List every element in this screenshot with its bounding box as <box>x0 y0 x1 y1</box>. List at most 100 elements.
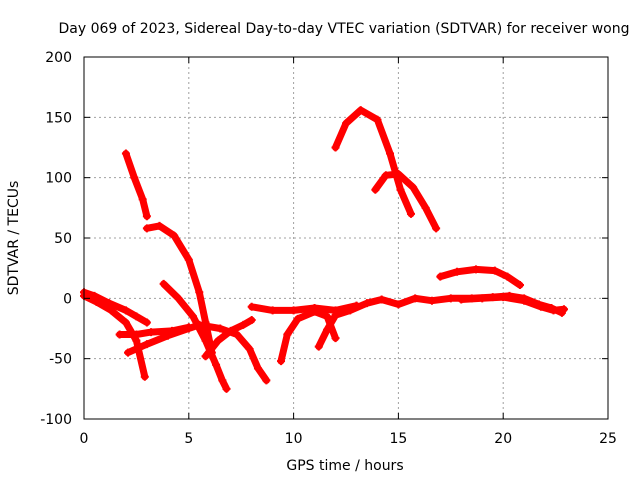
data-point <box>107 306 116 315</box>
data-point <box>394 300 403 309</box>
data-point <box>453 267 462 276</box>
data-point <box>233 330 242 339</box>
data-point <box>342 119 350 128</box>
tick-labels: 0 5 10 15 20 25 -100 -50 0 50 100 150 200 <box>40 50 617 447</box>
data-point <box>147 328 156 337</box>
data-point <box>130 173 139 182</box>
data-point <box>406 209 415 218</box>
data-point <box>471 265 480 274</box>
data-point <box>346 306 355 315</box>
data-point <box>457 295 466 304</box>
series-line <box>277 308 339 365</box>
data-point <box>124 348 133 357</box>
data-point <box>142 212 151 221</box>
data-point <box>159 279 168 288</box>
data-point <box>132 312 141 321</box>
data-point <box>490 266 499 275</box>
data-point <box>268 306 277 315</box>
data-point <box>289 306 298 315</box>
data-point <box>409 183 418 192</box>
data-point <box>520 296 529 305</box>
data-point <box>216 324 225 333</box>
data-point <box>293 314 302 323</box>
y-tick-label: 150 <box>45 110 72 126</box>
data-point <box>188 312 197 321</box>
y-tick-label: -100 <box>40 412 72 428</box>
data-point <box>371 185 380 194</box>
data-point <box>559 305 568 314</box>
data-point <box>432 224 441 233</box>
series-line <box>248 302 360 314</box>
data-point <box>92 297 101 306</box>
y-tick-label: 200 <box>45 50 72 66</box>
data-point <box>170 231 179 240</box>
x-tick-label: 5 <box>184 431 193 447</box>
data-point <box>362 299 371 308</box>
data-point <box>121 149 130 158</box>
series-arc-14 <box>371 170 441 233</box>
data-point <box>140 372 149 381</box>
data-point <box>436 272 445 281</box>
chart-title: Day 069 of 2023, Sidereal Day-to-day VTE… <box>59 21 630 37</box>
series-group <box>80 106 568 393</box>
data-point <box>195 320 204 329</box>
x-tick-label: 15 <box>389 431 407 447</box>
data-point <box>163 331 172 340</box>
data-point <box>310 307 319 316</box>
y-tick-label: 0 <box>63 291 72 307</box>
x-tick-label: 10 <box>285 431 303 447</box>
data-point <box>212 360 221 369</box>
data-point <box>184 255 193 264</box>
data-point <box>121 318 130 327</box>
data-point <box>503 272 512 281</box>
data-point <box>421 203 430 212</box>
data-point <box>201 352 210 361</box>
ticks <box>83 56 609 420</box>
data-point <box>214 336 223 345</box>
data-point <box>427 296 436 305</box>
data-point <box>195 288 204 297</box>
data-point <box>155 221 164 230</box>
series-arc-13 <box>331 106 415 218</box>
series-arc-16 <box>457 293 568 315</box>
data-point <box>549 306 558 315</box>
series-arc-7 <box>159 279 231 393</box>
y-tick-label: 100 <box>45 171 72 187</box>
data-point <box>331 334 340 343</box>
y-axis-label: SDTVAR / TECUs <box>6 181 22 296</box>
series-arc-4 <box>124 320 204 357</box>
data-point <box>115 330 124 339</box>
data-point <box>218 376 227 385</box>
x-axis-label: GPS time / hours <box>286 458 403 474</box>
series-line <box>122 150 151 220</box>
data-point <box>478 294 487 303</box>
data-point <box>132 330 141 339</box>
x-tick-label: 25 <box>599 431 617 447</box>
x-tick-label: 20 <box>494 431 512 447</box>
data-point <box>253 364 262 373</box>
data-point <box>373 115 382 124</box>
data-point <box>331 143 340 152</box>
data-point <box>314 342 323 351</box>
data-point <box>247 302 256 311</box>
data-point <box>377 295 386 304</box>
data-point <box>411 294 420 303</box>
x-tick-label: 0 <box>80 431 89 447</box>
series-arc-15 <box>436 265 524 290</box>
y-tick-label: 50 <box>54 231 72 247</box>
data-point <box>515 281 524 290</box>
data-point <box>138 195 147 204</box>
data-point <box>142 318 151 327</box>
data-point <box>121 306 130 315</box>
data-point <box>331 311 340 320</box>
data-point <box>323 325 332 334</box>
data-point <box>174 294 183 303</box>
data-point <box>142 340 151 349</box>
data-point <box>277 357 286 366</box>
series-line <box>371 170 440 232</box>
data-point <box>201 336 210 345</box>
data-point <box>245 345 254 354</box>
data-point <box>222 384 231 393</box>
